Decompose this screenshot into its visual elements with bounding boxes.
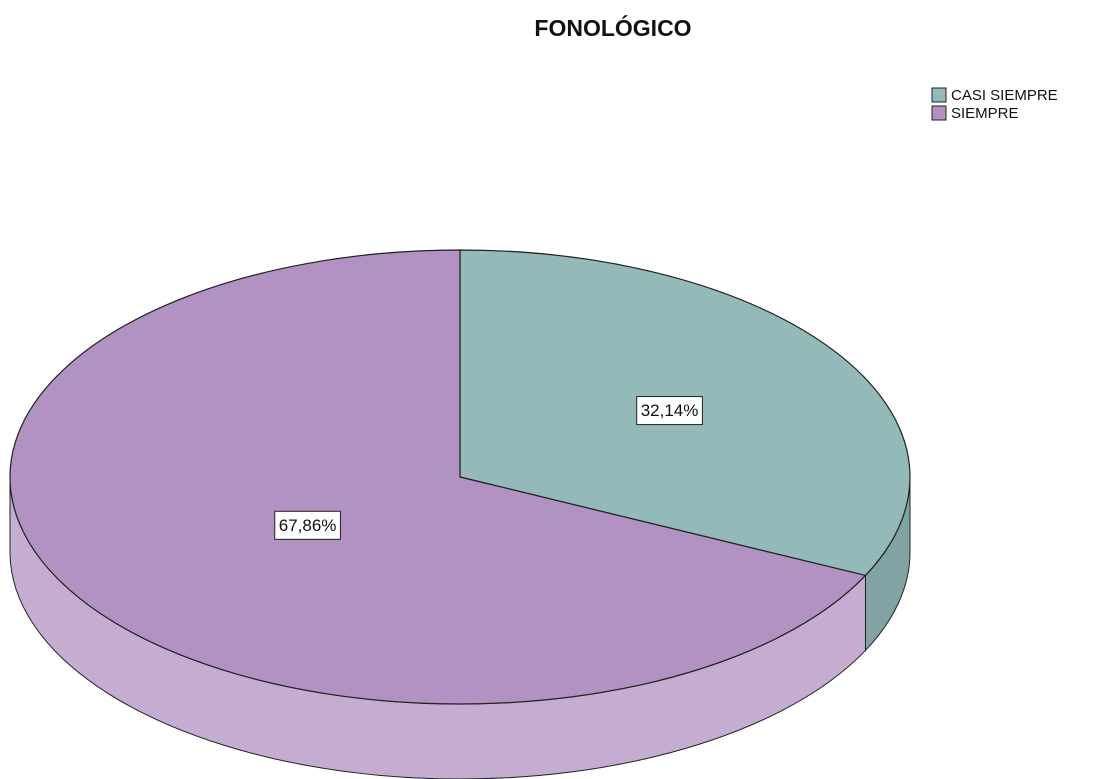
data-label: 67,86% xyxy=(279,516,337,535)
legend-swatch xyxy=(931,105,947,121)
legend-label: SIEMPRE xyxy=(951,105,1019,122)
chart-title: FONOLÓGICO xyxy=(534,14,691,41)
slice xyxy=(9,249,867,705)
data-label-box xyxy=(274,510,341,540)
legend-label: CASI SIEMPRE xyxy=(951,87,1058,104)
data-label-box xyxy=(636,396,703,426)
data-label: 32,14% xyxy=(641,401,699,420)
legend-swatch xyxy=(931,87,947,103)
